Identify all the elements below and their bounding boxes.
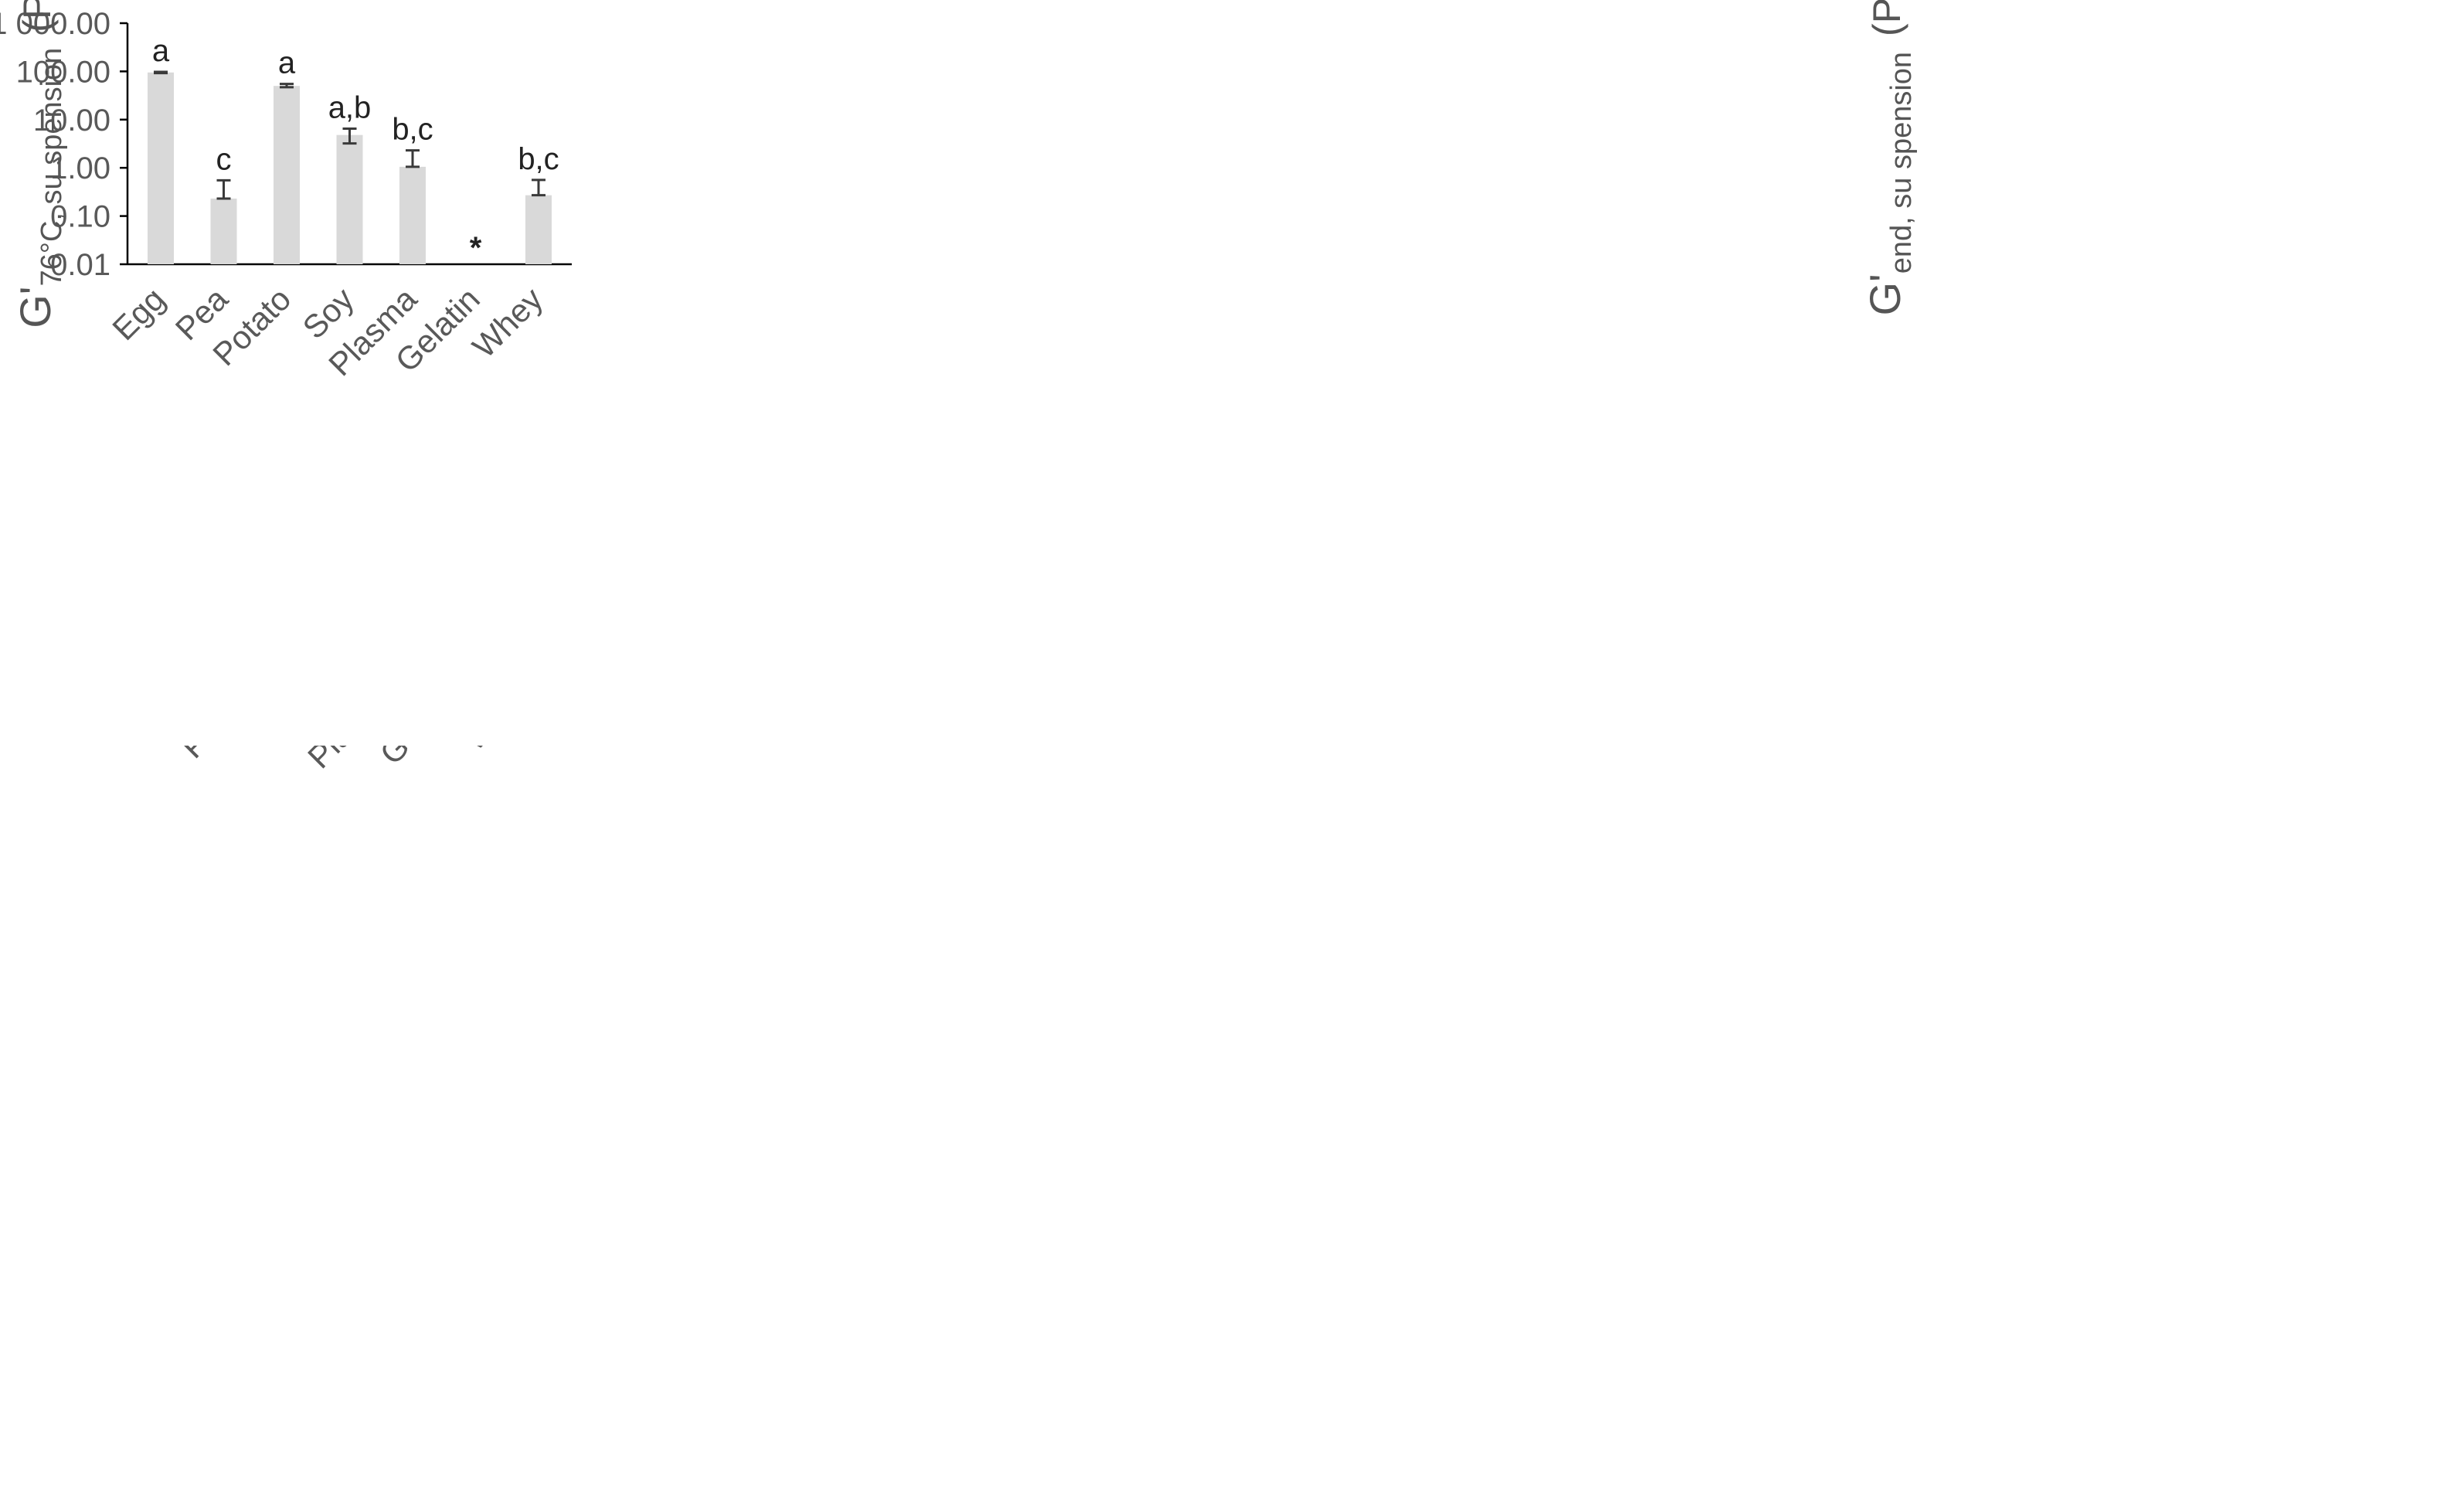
category-label-gelatin: Gelatin xyxy=(373,746,471,771)
chart-svg-d76: 2520151050δ76°C, su spension(°)bEggbPeab… xyxy=(174,746,539,775)
bar-pea xyxy=(210,199,237,264)
chart-panel-d76: 2520151050δ76°C, su spension(°)bEggbPeab… xyxy=(0,746,1232,1491)
category-label-whey: Whey xyxy=(465,280,549,365)
bar-soy xyxy=(336,134,363,264)
y-axis-title: G'76°C, su spension(Pa) xyxy=(11,0,68,328)
significance-letter: * xyxy=(470,231,482,265)
significance-letter: c xyxy=(216,142,232,176)
bar-potato xyxy=(274,86,300,265)
y-tick-label: 0.10 xyxy=(50,200,110,234)
y-tick-label: 1 000.00 xyxy=(0,7,110,41)
y-tick-label: 100.00 xyxy=(16,55,110,89)
y-tick-label: 0.01 xyxy=(50,248,110,282)
significance-letter: a xyxy=(152,34,170,68)
significance-letter: b,c xyxy=(518,142,559,176)
y-axis-label: G'end, su spension(Pa) xyxy=(1861,0,1918,316)
bar-egg xyxy=(148,72,174,265)
category-label-egg: Egg xyxy=(105,280,172,347)
chart-panel-g76: 1 000.00 100.00 10.00 1.00 0.10 0.01 G'76°C, s… xyxy=(0,0,1232,746)
significance-letter: a,b xyxy=(328,90,372,124)
significance-letter: b,c xyxy=(392,113,433,147)
y-tick-label: 10.00 xyxy=(33,104,110,138)
y-axis-label: G'76°C, su spension(Pa) xyxy=(11,0,68,328)
y-tick-label: 1.00 xyxy=(50,151,110,185)
category-label-whey: Whey xyxy=(455,746,539,757)
chart-svg-g76: 1 000.00 100.00 10.00 1.00 0.10 0.01G'76°C, s… xyxy=(0,0,572,382)
chart-panel-dend: 2520151050δend, su spension(°)bEggbPeabP… xyxy=(1232,746,2463,1491)
chart-svg-dend: 2520151050δend, su spension(°)bEggbPeabP… xyxy=(1232,746,2463,1491)
bar-plasma xyxy=(399,166,426,264)
category-label-potato: Potato xyxy=(174,746,266,765)
bar-whey xyxy=(525,195,552,264)
y-axis-title: G'end, su spension(Pa) xyxy=(1861,0,1918,316)
significance-letter: a xyxy=(278,46,296,80)
